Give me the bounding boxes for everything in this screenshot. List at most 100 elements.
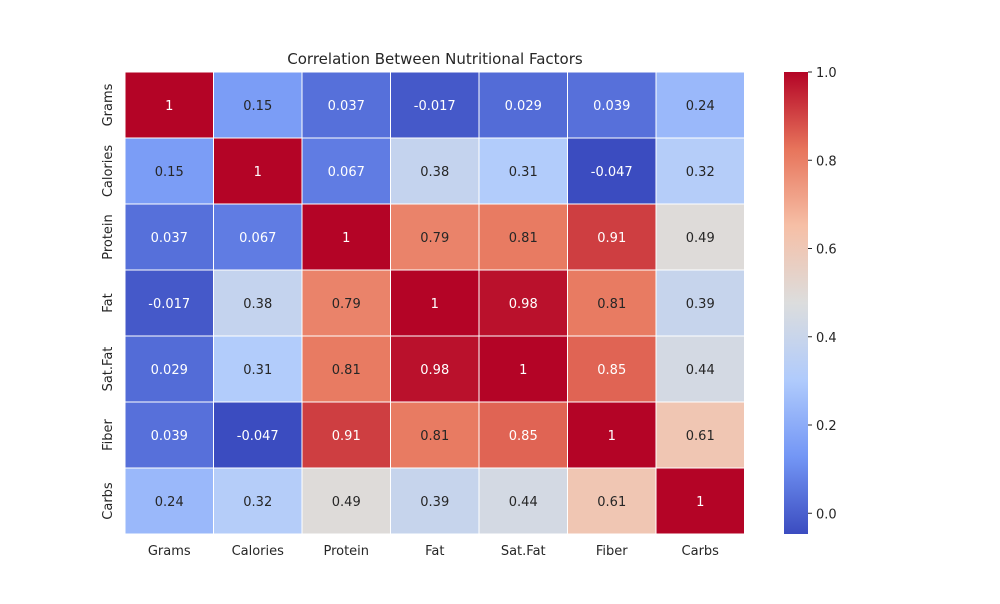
row-label: Calories <box>101 145 116 198</box>
cell-value-label: 0.91 <box>332 429 361 444</box>
cell-value-label: 0.79 <box>332 297 361 312</box>
heatmap-cell-labels: 1 0.15 0.037 -0.017 0.029 0.039 0.24 0.15 1 0.067… <box>148 99 714 510</box>
heatmap-cell <box>655 203 745 271</box>
column-label: Fiber <box>596 544 628 559</box>
cell-value-label: 0.81 <box>420 429 449 444</box>
cell-value-label: 0.85 <box>509 429 538 444</box>
cell-value-label: 0.91 <box>597 231 626 246</box>
cell-value-label: 1 <box>431 297 439 312</box>
cell-value-label: -0.017 <box>148 297 190 312</box>
heatmap-cell <box>301 137 391 205</box>
cell-value-label: 0.31 <box>509 165 538 180</box>
cell-value-label: 0.24 <box>686 99 715 114</box>
cell-value-label: 0.029 <box>505 99 542 114</box>
column-label: Fat <box>425 544 444 559</box>
heatmap-cell <box>478 203 568 271</box>
cell-value-label: 0.81 <box>597 297 626 312</box>
heatmap-cell <box>124 335 214 403</box>
heatmap-cell <box>478 71 568 139</box>
cell-value-label: 0.98 <box>509 297 538 312</box>
heatmap-cell <box>301 203 391 271</box>
column-label: Carbs <box>682 544 720 559</box>
colorbar-tick-label: 0.8 <box>816 154 837 169</box>
chart-title: Correlation Between Nutritional Factors <box>287 50 583 68</box>
cell-value-label: 0.39 <box>420 495 449 510</box>
colorbar-tick-label: 1.0 <box>816 66 837 81</box>
cell-value-label: 0.79 <box>420 231 449 246</box>
column-label: Grams <box>148 544 191 559</box>
heatmap-cell <box>390 269 480 337</box>
heatmap-cell <box>478 137 568 205</box>
heatmap-cell <box>655 269 745 337</box>
heatmap-cell <box>301 467 391 535</box>
heatmap-cell <box>301 335 391 403</box>
row-label: Fat <box>101 293 116 312</box>
heatmap-cell <box>655 335 745 403</box>
cell-value-label: 0.85 <box>597 363 626 378</box>
cell-value-label: 1 <box>519 363 527 378</box>
colorbar-tick-label: 0.6 <box>816 243 837 258</box>
cell-value-label: 1 <box>342 231 350 246</box>
colorbar-tick-label: 0.4 <box>816 331 837 346</box>
colorbar: 0.0 0.2 0.4 0.6 0.8 1.0 <box>784 66 837 534</box>
heatmap-cell <box>390 401 480 469</box>
cell-value-label: 0.15 <box>243 99 272 114</box>
heatmap-cell <box>124 401 214 469</box>
column-label: Protein <box>323 544 369 559</box>
cell-value-label: 0.81 <box>332 363 361 378</box>
row-label: Fiber <box>101 418 116 450</box>
cell-value-label: -0.047 <box>591 165 633 180</box>
cell-value-label: 0.39 <box>686 297 715 312</box>
cell-value-label: 1 <box>696 495 704 510</box>
cell-value-label: 0.039 <box>151 429 188 444</box>
heatmap-cell <box>390 71 480 139</box>
cell-value-label: 0.31 <box>243 363 272 378</box>
cell-value-label: 0.32 <box>243 495 272 510</box>
heatmap-cell <box>301 401 391 469</box>
cell-value-label: 0.067 <box>328 165 365 180</box>
cell-value-label: 0.49 <box>332 495 361 510</box>
cell-value-label: 0.037 <box>151 231 188 246</box>
heatmap-cell <box>567 467 657 535</box>
heatmap-cell <box>567 269 657 337</box>
cell-value-label: 0.61 <box>686 429 715 444</box>
heatmap-cell <box>213 401 303 469</box>
column-label: Sat.Fat <box>501 544 546 559</box>
heatmap-cell <box>124 269 214 337</box>
heatmap-cell <box>567 71 657 139</box>
cell-value-label: 0.44 <box>686 363 715 378</box>
cell-value-label: 0.38 <box>243 297 272 312</box>
cell-value-label: 0.067 <box>239 231 276 246</box>
cell-value-label: 1 <box>165 99 173 114</box>
cell-value-label: 0.029 <box>151 363 188 378</box>
heatmap-cell <box>124 71 214 139</box>
heatmap-cell <box>655 401 745 469</box>
heatmap-cell <box>124 467 214 535</box>
colorbar-tick-label: 0.2 <box>816 419 837 434</box>
cell-value-label: 0.44 <box>509 495 538 510</box>
heatmap-cell <box>213 71 303 139</box>
heatmap-cell <box>124 137 214 205</box>
heatmap-cell <box>301 71 391 139</box>
cell-value-label: 0.039 <box>593 99 630 114</box>
cell-value-label: 0.32 <box>686 165 715 180</box>
row-label: Grams <box>101 83 116 126</box>
heatmap-cell <box>567 137 657 205</box>
heatmap-cell <box>478 467 568 535</box>
cell-value-label: -0.047 <box>237 429 279 444</box>
heatmap-cell <box>478 401 568 469</box>
heatmap-cell <box>390 203 480 271</box>
heatmap-cell <box>390 467 480 535</box>
cell-value-label: 1 <box>608 429 616 444</box>
cell-value-label: 0.61 <box>597 495 626 510</box>
cell-value-label: 0.98 <box>420 363 449 378</box>
heatmap-cells <box>124 71 745 535</box>
column-label: Calories <box>232 544 285 559</box>
heatmap-cell <box>655 467 745 535</box>
row-label: Protein <box>101 214 116 260</box>
heatmap-cell <box>213 269 303 337</box>
cell-value-label: 0.24 <box>155 495 184 510</box>
heatmap-cell <box>567 203 657 271</box>
row-label: Sat.Fat <box>101 347 116 392</box>
